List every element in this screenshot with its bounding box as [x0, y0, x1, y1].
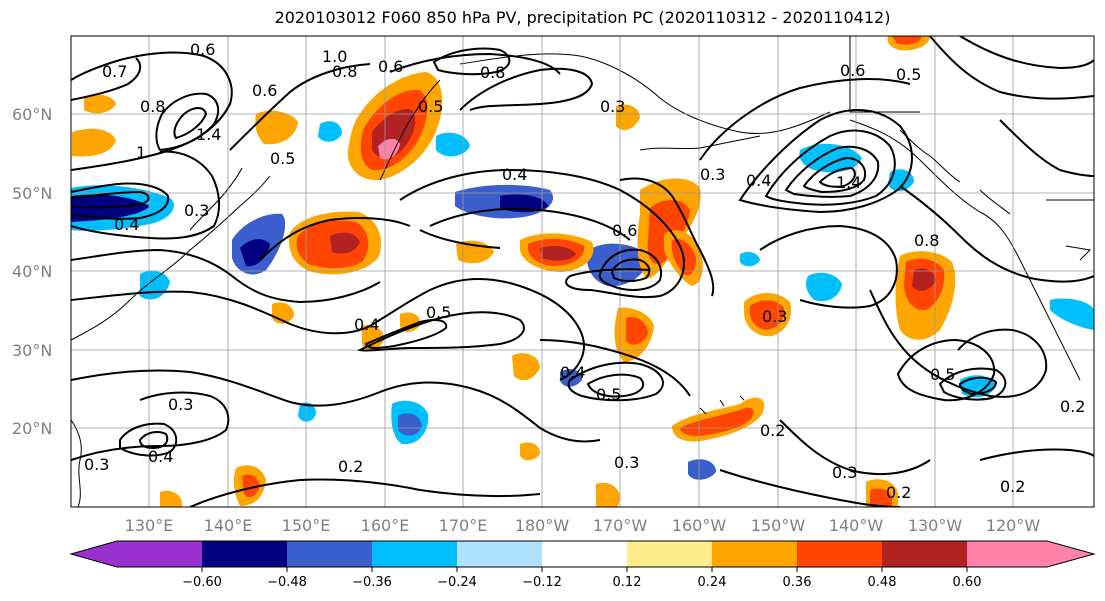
contour-label: 0.2 — [1000, 477, 1025, 496]
contour-label: 1.4 — [196, 125, 221, 144]
colorbar-segment — [287, 541, 372, 567]
contour-label: 0.4 — [502, 165, 527, 184]
precip-shading — [71, 36, 1094, 507]
contour-label: 0.5 — [426, 303, 451, 322]
contour-label: 0.3 — [700, 165, 725, 184]
colorbar-segment — [882, 541, 967, 567]
graticule — [71, 36, 1094, 507]
contour-label: 1.0 — [322, 47, 347, 66]
lon-label: 140°E — [204, 516, 253, 535]
map-frame — [70, 35, 1095, 508]
colorbar-segment — [457, 541, 542, 567]
contour-label: 0.4 — [746, 171, 771, 190]
lon-label: 160°E — [361, 516, 410, 535]
contour-label: 1.4 — [836, 173, 861, 192]
contour-label: 0.6 — [378, 57, 403, 76]
contour-label: 0.4 — [148, 447, 173, 466]
colorbar-tick-label: −0.36 — [352, 575, 392, 590]
colorbar-tick-label: 0.60 — [953, 575, 982, 590]
contour-label: 0.4 — [560, 363, 585, 382]
colorbar-tick-label: 0.36 — [783, 575, 812, 590]
colorbar-segment — [797, 541, 882, 567]
contour-label: 0.4 — [354, 315, 379, 334]
contour-label: 0.3 — [762, 307, 787, 326]
colorbar-tick-label: −0.24 — [437, 575, 477, 590]
contour-label: 0.5 — [596, 385, 621, 404]
lon-label: 150°W — [751, 516, 806, 535]
colorbar-segment — [627, 541, 712, 567]
contour-label: 0.6 — [252, 81, 277, 100]
lon-label: 170°W — [593, 516, 648, 535]
contour-label: 0.8 — [332, 62, 357, 81]
contour-label: 0.5 — [418, 97, 443, 116]
colorbar-segment — [372, 541, 457, 567]
lon-label: 120°W — [986, 516, 1041, 535]
contour-label: 0.5 — [270, 149, 295, 168]
lon-label: 160°W — [672, 516, 727, 535]
contour-label: 0.2 — [886, 483, 911, 502]
contour-label: 0.3 — [600, 97, 625, 116]
colorbar-right-extension — [1047, 541, 1094, 567]
colorbar-segment — [117, 541, 202, 567]
lon-label: 140°W — [829, 516, 884, 535]
contour-label: 0.6 — [612, 221, 637, 240]
contour-label: 0.3 — [184, 201, 209, 220]
lon-label: 130°W — [908, 516, 963, 535]
colorbar-tick-label: −0.12 — [522, 575, 562, 590]
latitude-labels: 60°N 50°N 40°N 30°N 20°N — [12, 105, 52, 438]
colorbar-segment — [202, 541, 287, 567]
contour-label: 0.2 — [338, 457, 363, 476]
colorbar-tick-label: −0.48 — [267, 575, 307, 590]
colorbar-segment — [542, 541, 627, 567]
lat-label: 20°N — [12, 419, 52, 438]
lat-label: 50°N — [12, 184, 52, 203]
lat-label: 30°N — [12, 341, 52, 360]
contour-label: 1 — [136, 143, 146, 162]
coastlines — [71, 36, 1094, 507]
contour-label: 0.6 — [190, 40, 215, 59]
colorbar-segment — [967, 541, 1047, 567]
contour-label: 0.3 — [168, 395, 193, 414]
contour-label: 0.5 — [930, 365, 955, 384]
contour-label: 0.8 — [914, 231, 939, 250]
contour-label: 0.3 — [614, 453, 639, 472]
contour-label: 0.2 — [760, 421, 785, 440]
colorbar-left-extension — [71, 541, 117, 567]
contour-label: 0.7 — [102, 62, 127, 81]
colorbar: −0.60 −0.48 −0.36 −0.24 −0.12 0.12 0.24 … — [69, 540, 1096, 590]
colorbar-tick-label: 0.24 — [698, 575, 727, 590]
lon-label: 150°E — [282, 516, 331, 535]
lon-label: 170°E — [439, 516, 488, 535]
colorbar-tick-label: 0.12 — [613, 575, 642, 590]
colorbar-tick-label: 0.48 — [868, 575, 897, 590]
coastline-detail — [639, 129, 1011, 415]
map-title: 2020103012 F060 850 hPa PV, precipitatio… — [274, 8, 891, 27]
contour-labels: 0.6 0.7 1.0 0.8 0.6 0.8 0.3 0.6 0.5 0.8 … — [84, 40, 1085, 502]
contour-label: 0.3 — [84, 455, 109, 474]
contour-label: 0.8 — [140, 97, 165, 116]
contour-label: 0.3 — [832, 463, 857, 482]
contour-label: 0.2 — [1060, 397, 1085, 416]
lon-label: 180°W — [515, 516, 570, 535]
contour-label: 0.6 — [840, 61, 865, 80]
pv-contours — [71, 36, 1094, 507]
contour-label: 0.8 — [480, 63, 505, 82]
contour-label: 0.4 — [114, 215, 139, 234]
colorbar-segment — [712, 541, 797, 567]
lon-label: 130°E — [125, 516, 174, 535]
contour-label: 0.5 — [896, 65, 921, 84]
lat-label: 60°N — [12, 105, 52, 124]
lat-label: 40°N — [12, 262, 52, 281]
colorbar-tick-label: −0.60 — [182, 575, 222, 590]
longitude-labels: 130°E 140°E 150°E 160°E 170°E 180°W 170°… — [125, 516, 1041, 535]
